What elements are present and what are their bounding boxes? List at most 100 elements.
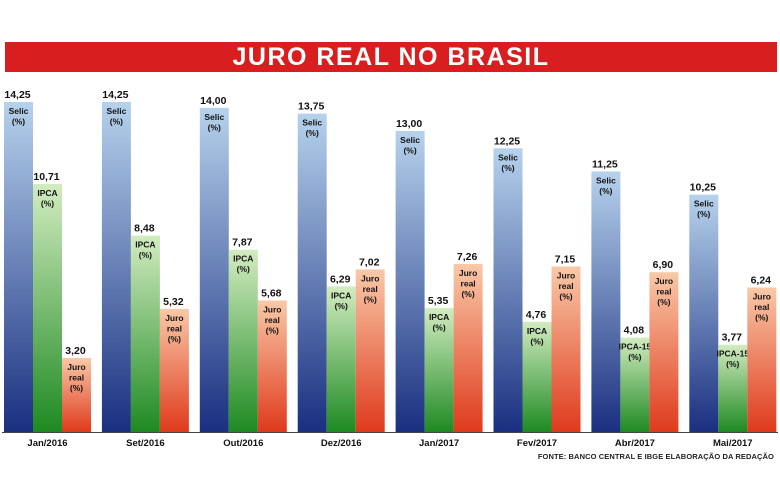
ipca-bar [718,344,748,432]
category-label: Mai/2017 [713,438,753,449]
ipca-value-label: 4,08 [624,325,645,337]
juro-series-label: Juro [67,362,85,372]
selic-value-label: 13,75 [298,101,324,113]
selic-bar [4,102,33,432]
juro-bar [355,269,385,432]
ipca-value-label: 5,35 [428,295,449,307]
ipca-series-label: (%) [237,264,250,274]
selic-series-label: Selic [204,112,224,122]
juro-series-label: real [69,372,84,382]
juro-series-label: (%) [657,297,670,307]
juro-series-label: Juro [459,268,477,278]
ipca-series-label: (%) [335,301,348,311]
title-banner: JURO REAL NO BRASIL [5,42,777,72]
juro-series-label: Juro [655,276,673,286]
juro-bar [453,263,483,432]
selic-series-label: (%) [12,117,25,127]
ipca-bar [228,249,258,432]
selic-value-label: 14,25 [102,89,128,101]
juro-series-label: Juro [753,291,771,301]
juro-value-label: 6,24 [751,274,772,286]
ipca-value-label: 8,48 [134,223,155,235]
source-note: FONTE: BANCO CENTRAL E IBGE ELABORAÇÃO D… [537,452,774,461]
ipca-bar [326,286,356,432]
juro-series-label: (%) [559,291,572,301]
juro-series-label: real [167,323,182,333]
juro-series-label: real [461,278,476,288]
category-label: Fev/2017 [517,438,557,449]
selic-value-label: 12,25 [494,135,520,147]
juro-value-label: 3,20 [65,345,86,357]
selic-value-label: 11,25 [592,158,618,170]
juro-bar [747,287,777,432]
chart-title: JURO REAL NO BRASIL [232,42,550,71]
selic-value-label: 14,00 [200,95,226,107]
ipca-series-label: IPCA [37,188,57,198]
category-label: Jan/2016 [27,438,67,449]
juro-bar [159,308,189,432]
selic-series-label: (%) [208,122,221,132]
selic-bar [199,107,229,432]
juro-series-label: real [754,302,769,312]
selic-value-label: 14,25 [4,89,30,101]
juro-value-label: 7,02 [359,256,380,268]
selic-bar [689,194,719,432]
ipca-series-label: (%) [432,323,445,333]
ipca-series-label: IPCA [429,312,449,322]
ipca-bar [424,308,454,432]
juro-series-label: (%) [755,312,768,322]
ipca-series-label: IPCA-15 [717,349,750,359]
juro-series-label: (%) [70,383,83,393]
category-label: Jan/2017 [419,438,459,449]
ipca-value-label: 3,77 [722,332,743,344]
juro-series-label: (%) [266,325,279,335]
selic-series-label: Selic [400,135,420,145]
ipca-series-label: (%) [139,250,152,260]
ipca-series-label: IPCA [331,290,351,300]
category-label: Set/2016 [126,438,165,449]
selic-bar [493,148,523,432]
ipca-value-label: 6,29 [330,273,351,285]
ipca-bar [620,337,650,432]
ipca-series-label: IPCA [527,326,547,336]
juro-series-label: Juro [557,270,575,280]
category-label: Abr/2017 [615,438,655,449]
ipca-bar [130,235,160,432]
juro-series-label: (%) [461,289,474,299]
category-label: Dez/2016 [321,438,362,449]
juro-value-label: 6,90 [653,259,674,271]
selic-series-label: Selic [694,199,714,209]
ipca-value-label: 10,71 [33,171,59,183]
category-label: Out/2016 [223,438,263,449]
juro-series-label: real [363,284,378,294]
ipca-series-label: (%) [530,336,543,346]
selic-value-label: 10,25 [690,182,716,194]
selic-series-label: (%) [501,163,514,173]
juro-bar [257,300,287,432]
selic-series-label: Selic [302,118,322,128]
ipca-series-label: IPCA-15 [619,342,652,352]
selic-series-label: (%) [403,145,416,155]
juro-series-label: real [558,281,573,291]
juro-bar [649,272,679,432]
selic-series-label: (%) [697,209,710,219]
selic-series-label: Selic [106,106,126,116]
ipca-bar [33,183,62,432]
juro-series-label: (%) [364,294,377,304]
juro-series-label: Juro [165,313,183,323]
juro-series-label: Juro [361,273,379,283]
juro-value-label: 7,15 [555,253,576,265]
juro-value-label: 5,32 [163,296,184,308]
juro-series-label: (%) [168,334,181,344]
selic-value-label: 13,00 [396,118,422,130]
selic-series-label: Selic [498,152,518,162]
ipca-series-label: IPCA [135,240,155,250]
selic-series-label: (%) [599,186,612,196]
juro-bar [551,266,581,432]
selic-bar [591,171,621,432]
selic-series-label: Selic [596,175,616,185]
ipca-series-label: IPCA [233,254,253,264]
selic-bar [297,113,327,432]
selic-bar [101,102,131,432]
